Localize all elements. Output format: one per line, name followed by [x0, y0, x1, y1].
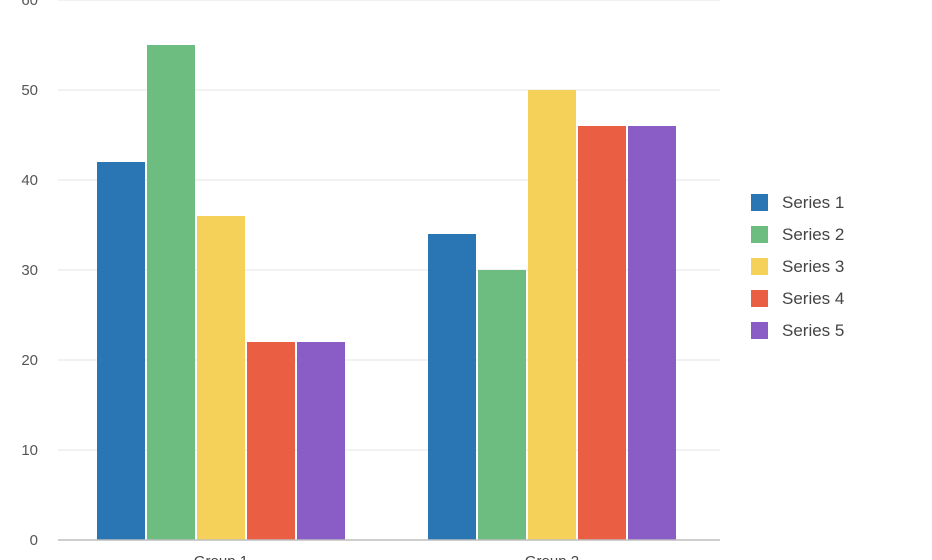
- y-tick-label: 40: [21, 172, 38, 189]
- legend-swatch: [751, 322, 768, 339]
- legend-swatch: [751, 194, 768, 211]
- bar-series-5-group-1: [297, 342, 345, 540]
- legend-label: Series 1: [782, 193, 844, 212]
- x-axis-labels: Group 1 Group 2: [194, 553, 579, 560]
- bar-series-4-group-1: [247, 342, 295, 540]
- legend-label: Series 4: [782, 289, 844, 308]
- legend-label: Series 5: [782, 321, 844, 340]
- bar-series-5-group-2: [628, 126, 676, 540]
- x-tick-label: Group 2: [525, 553, 579, 560]
- legend-swatch: [751, 258, 768, 275]
- bars: [97, 45, 676, 540]
- y-tick-label: 10: [21, 442, 38, 459]
- y-tick-label: 60: [21, 0, 38, 9]
- legend-label: Series 2: [782, 225, 844, 244]
- bar-series-2-group-2: [478, 270, 526, 540]
- legend-swatch: [751, 290, 768, 307]
- legend: Series 1 Series 2 Series 3 Series 4 Series 5: [751, 193, 844, 340]
- bar-series-3-group-1: [197, 216, 245, 540]
- y-axis-ticks: 0 10 20 30 40 50 60: [21, 0, 38, 549]
- x-tick-label: Group 1: [194, 553, 248, 560]
- bar-series-4-group-2: [578, 126, 626, 540]
- legend-swatch: [751, 226, 768, 243]
- legend-label: Series 3: [782, 257, 844, 276]
- y-tick-label: 50: [21, 82, 38, 99]
- bar-series-1-group-2: [428, 234, 476, 540]
- bar-series-3-group-2: [528, 90, 576, 540]
- bar-series-2-group-1: [147, 45, 195, 540]
- bar-series-1-group-1: [97, 162, 145, 540]
- y-tick-label: 20: [21, 352, 38, 369]
- y-tick-label: 30: [21, 262, 38, 279]
- y-tick-label: 0: [30, 532, 38, 549]
